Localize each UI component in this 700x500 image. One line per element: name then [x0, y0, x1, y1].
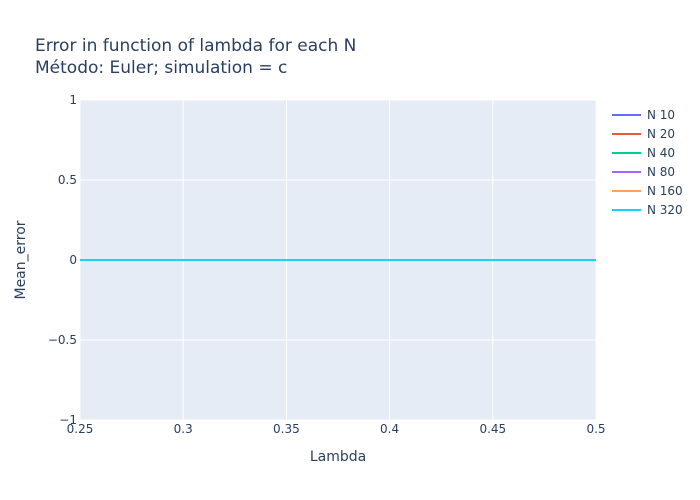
- y-tick-label: 0.5: [58, 173, 77, 187]
- y-tick-label: −0.5: [48, 333, 77, 347]
- legend-label: N 160: [647, 184, 683, 198]
- legend-label: N 40: [647, 146, 675, 160]
- y-tick-label: −1: [59, 413, 77, 427]
- legend-label: N 320: [647, 203, 683, 217]
- legend-label: N 10: [647, 108, 675, 122]
- x-tick-label: 0.25: [67, 422, 94, 436]
- tick-labels: 0.25 0.3 0.35 0.4 0.45 0.5 1 0.5 0 −0.5 −1: [48, 93, 606, 436]
- legend-item[interactable]: N 20: [612, 127, 675, 141]
- legend-item[interactable]: N 160: [612, 184, 683, 198]
- legend-label: N 20: [647, 127, 675, 141]
- x-tick-label: 0.45: [479, 422, 506, 436]
- legend-label: N 80: [647, 165, 675, 179]
- x-tick-label: 0.5: [586, 422, 605, 436]
- y-tick-label: 1: [69, 93, 77, 107]
- chart-subtitle: Método: Euler; simulation = c: [35, 58, 287, 78]
- x-tick-label: 0.4: [380, 422, 399, 436]
- chart-title: Error in function of lambda for each N: [35, 36, 356, 56]
- y-axis-title: Mean_error: [13, 220, 29, 299]
- legend-item[interactable]: N 40: [612, 146, 675, 160]
- legend-item[interactable]: N 10: [612, 108, 675, 122]
- y-tick-label: 0: [69, 253, 77, 267]
- x-tick-label: 0.3: [174, 422, 193, 436]
- legend[interactable]: N 10 N 20 N 40 N 80 N 160 N 320: [612, 108, 683, 217]
- x-tick-label: 0.35: [273, 422, 300, 436]
- legend-item[interactable]: N 80: [612, 165, 675, 179]
- legend-item[interactable]: N 320: [612, 203, 683, 217]
- x-axis-title: Lambda: [310, 449, 366, 465]
